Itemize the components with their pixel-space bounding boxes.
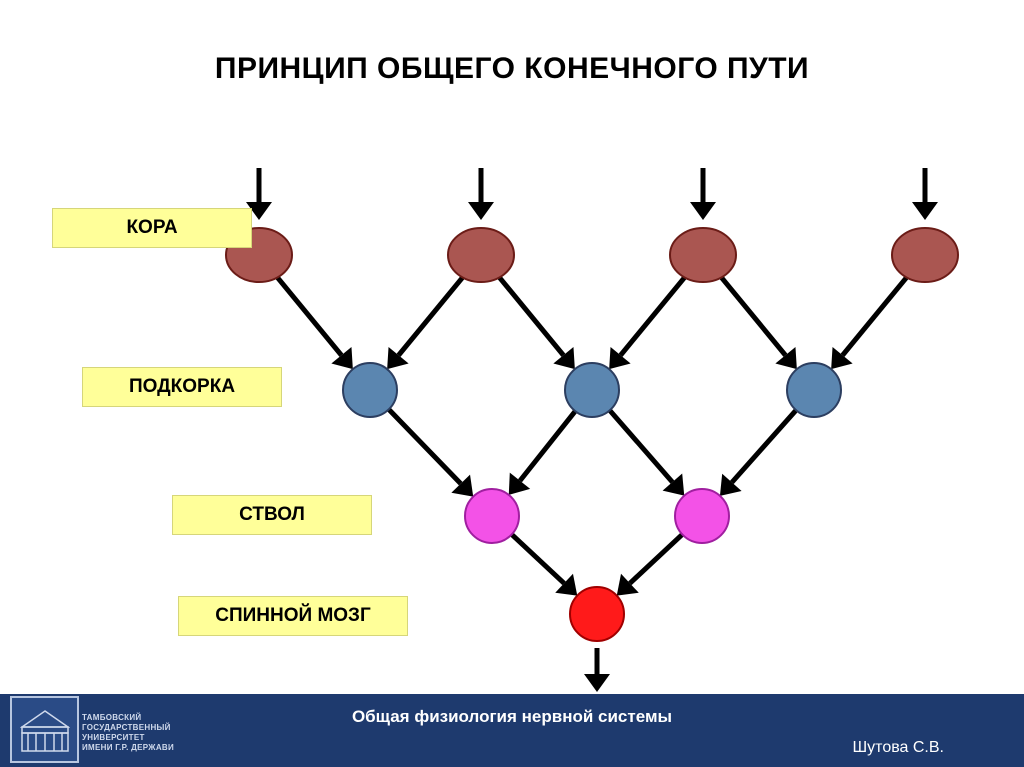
row-cortex-node bbox=[892, 228, 958, 282]
row-cortex-node bbox=[670, 228, 736, 282]
level-label-1: ПОДКОРКА bbox=[82, 367, 282, 407]
level-label-2: СТВОЛ bbox=[172, 495, 372, 535]
row-brainstem-node bbox=[675, 489, 729, 543]
row-subcortex-node bbox=[343, 363, 397, 417]
slide: ПРИНЦИП ОБЩЕГО КОНЕЧНОГО ПУТИ ТАМБОВСКИЙ… bbox=[0, 0, 1024, 767]
level-label-3: СПИННОЙ МОЗГ bbox=[178, 596, 408, 636]
row-subcortex-node bbox=[787, 363, 841, 417]
row-subcortex-node bbox=[565, 363, 619, 417]
level-label-0: КОРА bbox=[52, 208, 252, 248]
footer-title: Общая физиология нервной системы bbox=[0, 707, 1024, 727]
row-brainstem-node bbox=[465, 489, 519, 543]
row-cortex-node bbox=[448, 228, 514, 282]
row-spinal-node bbox=[570, 587, 624, 641]
footer-author: Шутова С.В. bbox=[853, 739, 945, 757]
